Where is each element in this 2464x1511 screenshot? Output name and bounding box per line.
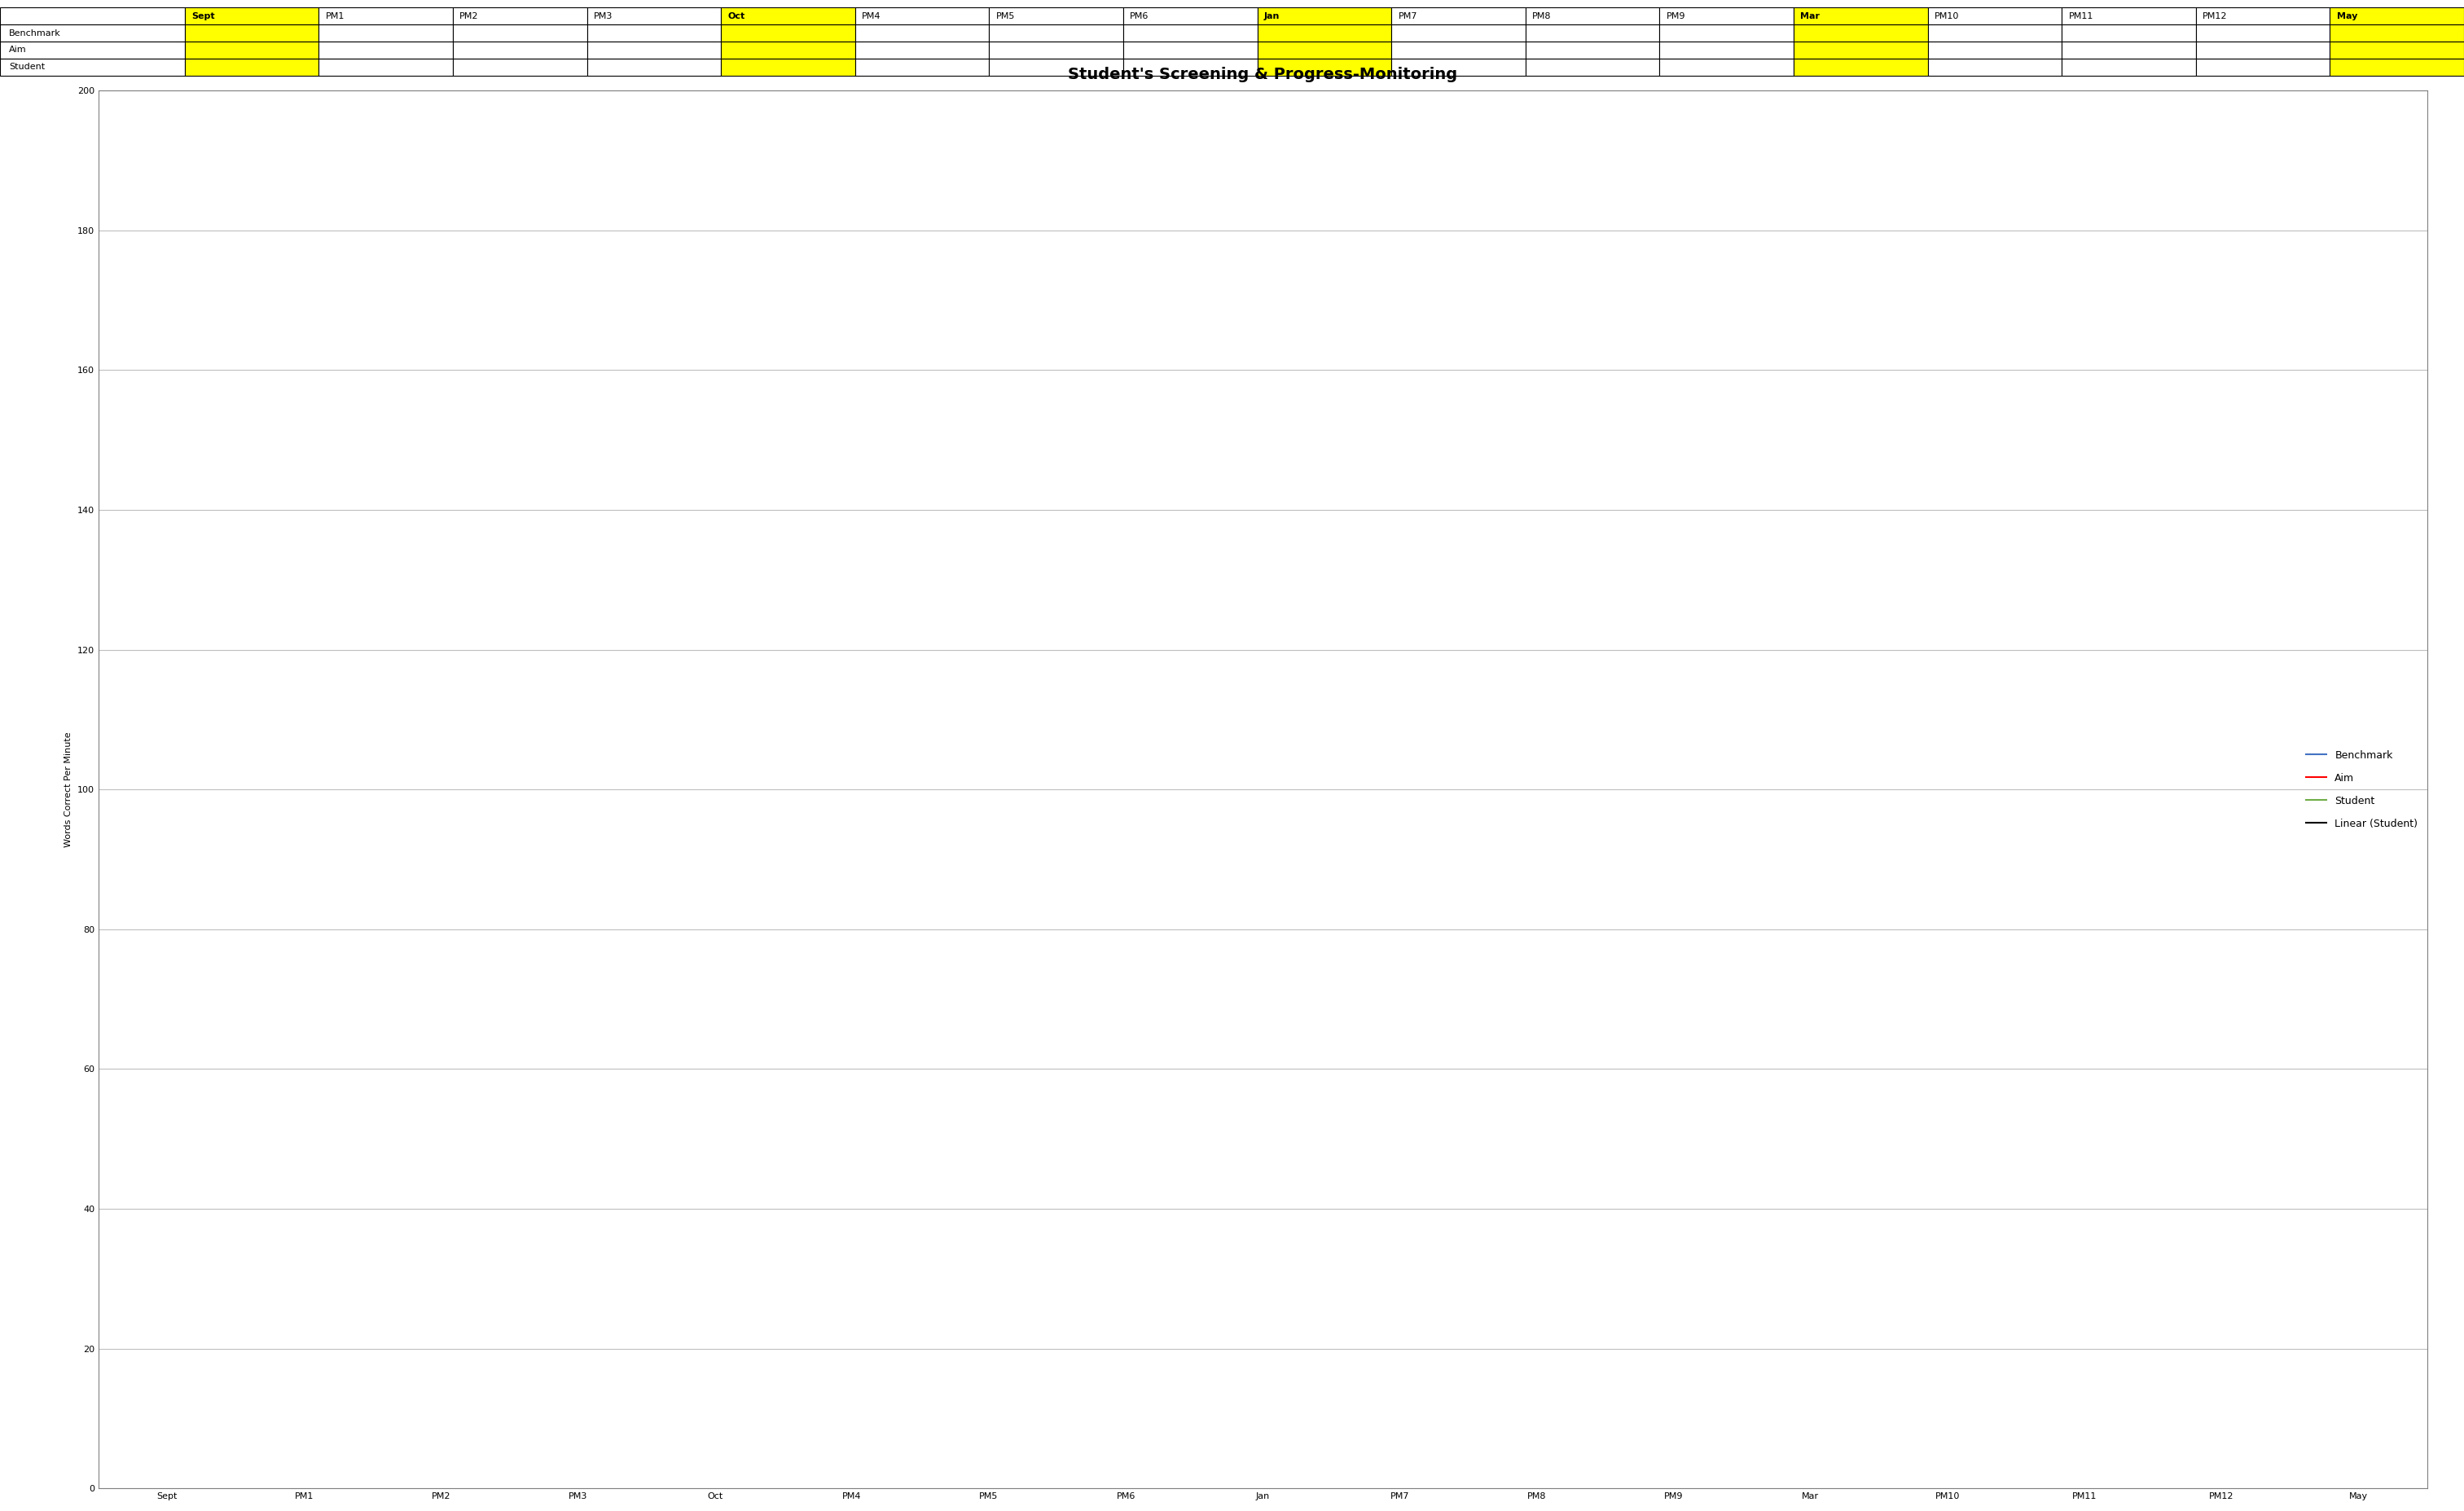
Bar xyxy=(185,8,318,24)
Text: PM7: PM7 xyxy=(1397,12,1417,20)
Text: Sept: Sept xyxy=(192,12,214,20)
Bar xyxy=(586,8,722,24)
Bar xyxy=(855,24,988,41)
Bar xyxy=(988,41,1124,59)
Text: Jan: Jan xyxy=(1264,12,1279,20)
Y-axis label: Words Correct Per Minute: Words Correct Per Minute xyxy=(64,731,74,848)
Bar xyxy=(722,59,855,76)
Bar xyxy=(1794,41,1927,59)
Bar xyxy=(1124,24,1257,41)
Bar xyxy=(1392,59,1525,76)
Bar xyxy=(2195,24,2331,41)
Bar xyxy=(185,59,318,76)
Bar xyxy=(185,24,318,41)
Bar xyxy=(586,59,722,76)
Text: PM2: PM2 xyxy=(461,12,478,20)
Bar xyxy=(722,24,855,41)
Text: PM4: PM4 xyxy=(862,12,882,20)
Text: PM11: PM11 xyxy=(2067,12,2094,20)
Bar xyxy=(2331,41,2464,59)
Bar xyxy=(1525,41,1661,59)
Bar xyxy=(2062,24,2195,41)
Bar xyxy=(1124,41,1257,59)
Text: PM10: PM10 xyxy=(1934,12,1959,20)
Text: PM12: PM12 xyxy=(2203,12,2227,20)
Bar xyxy=(2195,41,2331,59)
Bar xyxy=(1392,41,1525,59)
Legend: Benchmark, Aim, Student, Linear (Student): Benchmark, Aim, Student, Linear (Student… xyxy=(2301,746,2422,833)
Bar xyxy=(2331,8,2464,24)
Bar xyxy=(1927,8,2062,24)
Text: PM1: PM1 xyxy=(325,12,345,20)
Bar xyxy=(0,24,185,41)
Text: Benchmark: Benchmark xyxy=(10,29,62,38)
Bar xyxy=(2062,59,2195,76)
Bar xyxy=(855,8,988,24)
Bar xyxy=(1927,59,2062,76)
Bar xyxy=(318,59,453,76)
Bar xyxy=(1661,8,1794,24)
Bar xyxy=(2331,24,2464,41)
Bar xyxy=(318,24,453,41)
Bar xyxy=(185,41,318,59)
Text: PM8: PM8 xyxy=(1533,12,1552,20)
Bar xyxy=(1794,59,1927,76)
Bar xyxy=(318,8,453,24)
Bar xyxy=(1661,59,1794,76)
Bar xyxy=(453,41,586,59)
Bar xyxy=(453,59,586,76)
Bar xyxy=(586,41,722,59)
Bar xyxy=(988,59,1124,76)
Bar xyxy=(855,59,988,76)
Bar xyxy=(586,24,722,41)
Bar xyxy=(1257,24,1392,41)
Text: Mar: Mar xyxy=(1801,12,1821,20)
Bar xyxy=(1661,41,1794,59)
Bar xyxy=(2062,8,2195,24)
Text: PM9: PM9 xyxy=(1666,12,1685,20)
Bar xyxy=(722,8,855,24)
Bar xyxy=(1257,8,1392,24)
Bar xyxy=(1927,41,2062,59)
Bar xyxy=(1794,24,1927,41)
Text: PM6: PM6 xyxy=(1131,12,1148,20)
Bar xyxy=(722,41,855,59)
Text: Aim: Aim xyxy=(10,45,27,54)
Bar xyxy=(1525,8,1661,24)
Bar xyxy=(1525,24,1661,41)
Text: Oct: Oct xyxy=(727,12,744,20)
Text: Student: Student xyxy=(10,63,44,71)
Bar xyxy=(1392,8,1525,24)
Bar xyxy=(2331,59,2464,76)
Bar xyxy=(0,59,185,76)
Bar xyxy=(988,8,1124,24)
Title: Student's Screening & Progress-Monitoring: Student's Screening & Progress-Monitorin… xyxy=(1067,66,1459,83)
Bar xyxy=(453,8,586,24)
Text: PM5: PM5 xyxy=(995,12,1015,20)
Bar xyxy=(1794,8,1927,24)
Bar xyxy=(318,41,453,59)
Bar xyxy=(453,24,586,41)
Bar xyxy=(2195,59,2331,76)
Bar xyxy=(2195,8,2331,24)
Bar xyxy=(1525,59,1661,76)
Bar xyxy=(1392,24,1525,41)
Bar xyxy=(0,41,185,59)
Bar xyxy=(1661,24,1794,41)
Bar xyxy=(0,8,185,24)
Bar xyxy=(1927,24,2062,41)
Bar xyxy=(1257,59,1392,76)
Text: May: May xyxy=(2336,12,2358,20)
Bar xyxy=(2062,41,2195,59)
Text: PM3: PM3 xyxy=(594,12,614,20)
Bar xyxy=(1124,59,1257,76)
Bar xyxy=(1257,41,1392,59)
Bar xyxy=(855,41,988,59)
Bar xyxy=(1124,8,1257,24)
Bar xyxy=(988,24,1124,41)
